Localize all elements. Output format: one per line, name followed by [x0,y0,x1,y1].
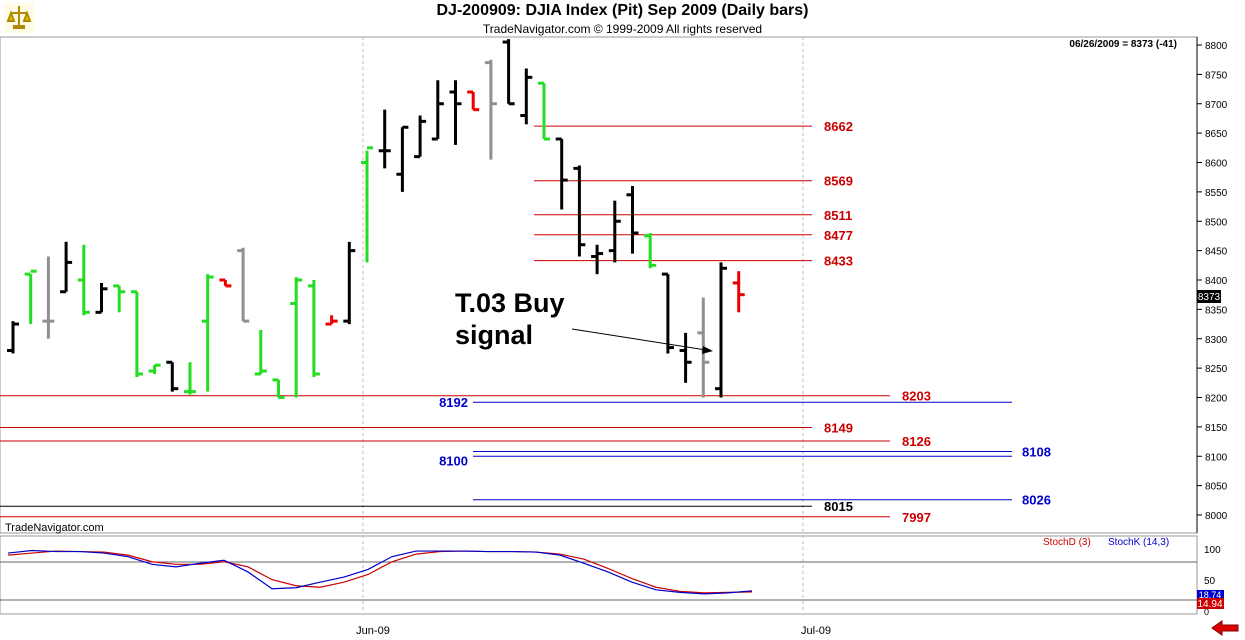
y-tick-label: 8100 [1205,452,1228,463]
last-price-tag: 8373 [1198,292,1221,303]
ohlc-bar [520,68,533,125]
scroll-left-arrow-icon[interactable] [1210,620,1240,636]
ohlc-bar [538,81,550,141]
ohlc-bar [573,165,586,257]
ohlc-bar [378,109,391,169]
ohlc-bar [148,363,161,374]
stochd-label: StochD (3) [1043,537,1091,548]
ohlc-bar [715,262,727,398]
ohlc-bar [95,282,108,314]
y-tick-label: 8250 [1205,364,1228,375]
ohlc-bar [219,278,232,288]
y-tick-label: 8400 [1205,276,1228,287]
ohlc-bar [113,284,126,313]
price-readout: 06/26/2009 = 8373 (-41) [1069,39,1177,50]
level-label-8108: 8108 [1022,445,1051,460]
y-tick-label: 8700 [1205,100,1228,111]
ohlc-bar [361,146,373,263]
stochk-label: StochK (14,3) [1108,537,1169,548]
ohlc-bar [679,332,692,383]
ohlc-bar [608,200,621,263]
chart-title: DJ-200909: DJIA Index (Pit) Sep 2009 (Da… [436,2,809,19]
ohlc-bar [396,125,409,192]
ohlc-bar [7,321,19,354]
ohlc-bar [449,80,462,145]
y-tick-label: 8800 [1205,41,1228,52]
stochd-line [7,550,753,594]
ohlc-bar [201,274,214,392]
y-tick-label: 8500 [1205,217,1228,228]
level-label-8511: 8511 [824,208,852,223]
y-tick-label: 8350 [1205,305,1228,316]
y-tick-label: 8550 [1205,188,1228,199]
ohlc-bar [290,277,303,398]
level-label-8126: 8126 [902,434,931,449]
level-label-8149: 8149 [824,420,853,435]
annotation-arrowhead [702,346,713,354]
ohlc-bar [431,80,444,141]
level-label-8203: 8203 [902,389,931,404]
level-label-8569: 8569 [824,174,853,189]
ohlc-bar [555,137,568,210]
ohlc-bar [307,280,320,377]
y-tick-label: 8600 [1205,159,1228,170]
stochk-line [7,549,753,595]
ohlc-bar [130,290,143,377]
ohlc-bar [272,378,285,399]
ohlc-bar [60,241,73,294]
level-label-8100: 8100 [439,453,468,468]
ohlc-bar [732,271,745,313]
stoch-tick-100: 100 [1204,545,1221,556]
ohlc-bar [254,329,267,376]
stochd-value-tag: 14.94 [1197,599,1222,610]
copyright-text: TradeNavigator.com © 1999-2009 All right… [482,22,763,36]
x-tick-jul: Jul-09 [801,625,831,637]
level-label-8433: 8433 [824,254,853,269]
ohlc-bar [502,39,515,106]
ohlc-bar [661,272,674,354]
ohlc-bar [184,362,196,395]
level-label-8015: 8015 [824,499,853,514]
y-tick-label: 8200 [1205,394,1228,405]
ohlc-bar [591,244,604,275]
ohlc-bar [484,59,497,160]
ohlc-bar [343,241,356,325]
y-tick-label: 8300 [1205,335,1228,346]
y-tick-label: 8750 [1205,70,1228,81]
x-tick-jun: Jun-09 [356,625,390,637]
level-label-8192: 8192 [439,395,468,410]
y-tick-label: 8050 [1205,482,1228,493]
ohlc-bar [237,247,250,323]
stoch-tick-0: 0 [1204,607,1209,617]
ohlc-bar [42,256,55,339]
level-label-7997: 7997 [902,510,931,525]
annotation-arrow [571,328,707,351]
ohlc-bar [414,115,427,159]
y-tick-label: 8650 [1205,129,1228,140]
y-tick-label: 8450 [1205,247,1228,258]
annotation-line1: T.03 Buy [455,288,565,318]
ohlc-bar [626,186,639,254]
level-label-8477: 8477 [824,228,853,243]
ohlc-bar [77,244,90,316]
y-tick-label: 8150 [1205,423,1228,434]
trade-navigator-logo-icon [4,3,34,33]
y-tick-label: 8000 [1205,511,1228,522]
ohlc-bar [644,233,657,269]
level-label-8662: 8662 [824,119,853,134]
ohlc-bar [325,315,338,326]
stochk-value-tag: 18.74 [1199,590,1222,600]
stoch-tick-50: 50 [1204,576,1216,587]
ohlc-bar [166,360,179,392]
annotation-line2: signal [455,320,533,350]
level-label-8026: 8026 [1022,493,1051,508]
ohlc-bar [24,269,37,325]
watermark-text: TradeNavigator.com [5,522,104,534]
ohlc-bar [467,90,480,112]
